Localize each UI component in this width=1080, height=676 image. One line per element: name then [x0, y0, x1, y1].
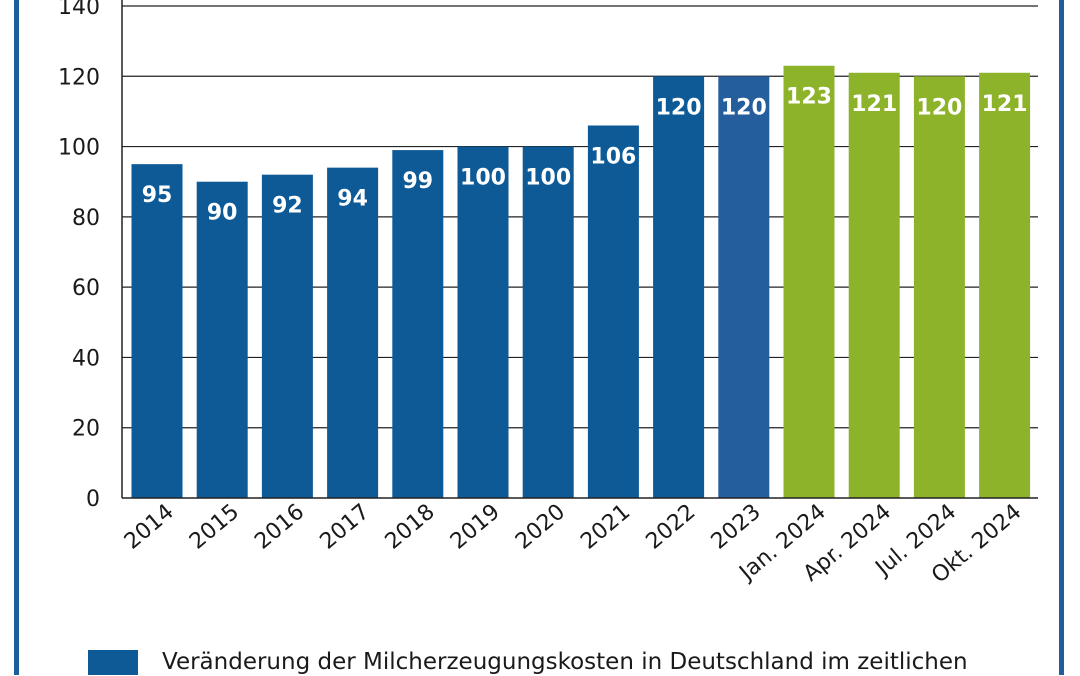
bar: [848, 72, 900, 499]
x-category-label: 2018: [381, 499, 440, 554]
bar: [587, 125, 639, 498]
bar-value-label: 100: [460, 166, 506, 191]
x-category-label: 2023: [707, 499, 766, 554]
bar-value-label: 90: [207, 201, 238, 226]
bar-layer: [131, 65, 1031, 499]
y-tick-label: 80: [72, 206, 100, 231]
bar: [653, 76, 705, 499]
bar: [392, 150, 444, 499]
bar: [522, 146, 574, 499]
bar: [261, 174, 313, 498]
y-tick-label: 20: [72, 417, 100, 442]
bar-value-label: 95: [142, 183, 173, 208]
bar-value-label: 123: [786, 85, 832, 110]
bar-value-label: 121: [851, 92, 897, 117]
y-tick-label: 40: [72, 346, 100, 371]
y-tick-label: 100: [58, 136, 100, 161]
value-label-layer: 95 90 92 94 99 100 100 106 120 120 123 121 120 121: [142, 85, 1028, 226]
bar: [327, 167, 379, 498]
bar-value-label: 120: [721, 95, 767, 120]
x-category-layer: 2014 2015 2016 2017 2018 2019 2020 2021 2022 2023…: [120, 499, 1027, 588]
x-category-label: 2020: [511, 499, 570, 554]
y-tick-layer: 0 20 40 60 80 100 120 140: [58, 0, 100, 512]
bar: [718, 76, 770, 499]
frame-right-border: [1059, 0, 1064, 675]
legend-label: Veränderung der Milcherzeugungskosten in…: [162, 649, 968, 675]
bar-value-label: 99: [402, 169, 433, 194]
bar-value-label: 100: [525, 166, 571, 191]
frame-left-border: [14, 0, 19, 675]
bar-value-label: 120: [916, 95, 962, 120]
bar: [783, 65, 835, 498]
bar-value-label: 120: [656, 95, 702, 120]
legend-swatch: [88, 650, 138, 675]
bar: [131, 164, 183, 498]
x-category-label: 2016: [250, 499, 309, 554]
y-tick-label: 120: [58, 65, 100, 90]
bar: [457, 146, 509, 499]
bar: [913, 76, 965, 499]
x-category-label: 2021: [576, 499, 635, 554]
y-tick-label: 140: [58, 0, 100, 20]
x-category-label: 2017: [315, 499, 374, 554]
y-tick-label: 60: [72, 276, 100, 301]
x-category-label: 2022: [641, 499, 700, 554]
x-category-label: 2014: [120, 499, 179, 554]
bar: [196, 181, 248, 498]
bar-value-label: 94: [337, 187, 368, 212]
x-category-label: 2015: [185, 499, 244, 554]
bar-value-label: 92: [272, 194, 303, 219]
bar: [979, 72, 1031, 499]
grid-layer: [122, 5, 1038, 429]
y-tick-label: 0: [86, 487, 100, 512]
x-category-label: 2019: [446, 499, 505, 554]
bar-value-label: 106: [590, 144, 636, 169]
bar-value-label: 121: [982, 92, 1028, 117]
